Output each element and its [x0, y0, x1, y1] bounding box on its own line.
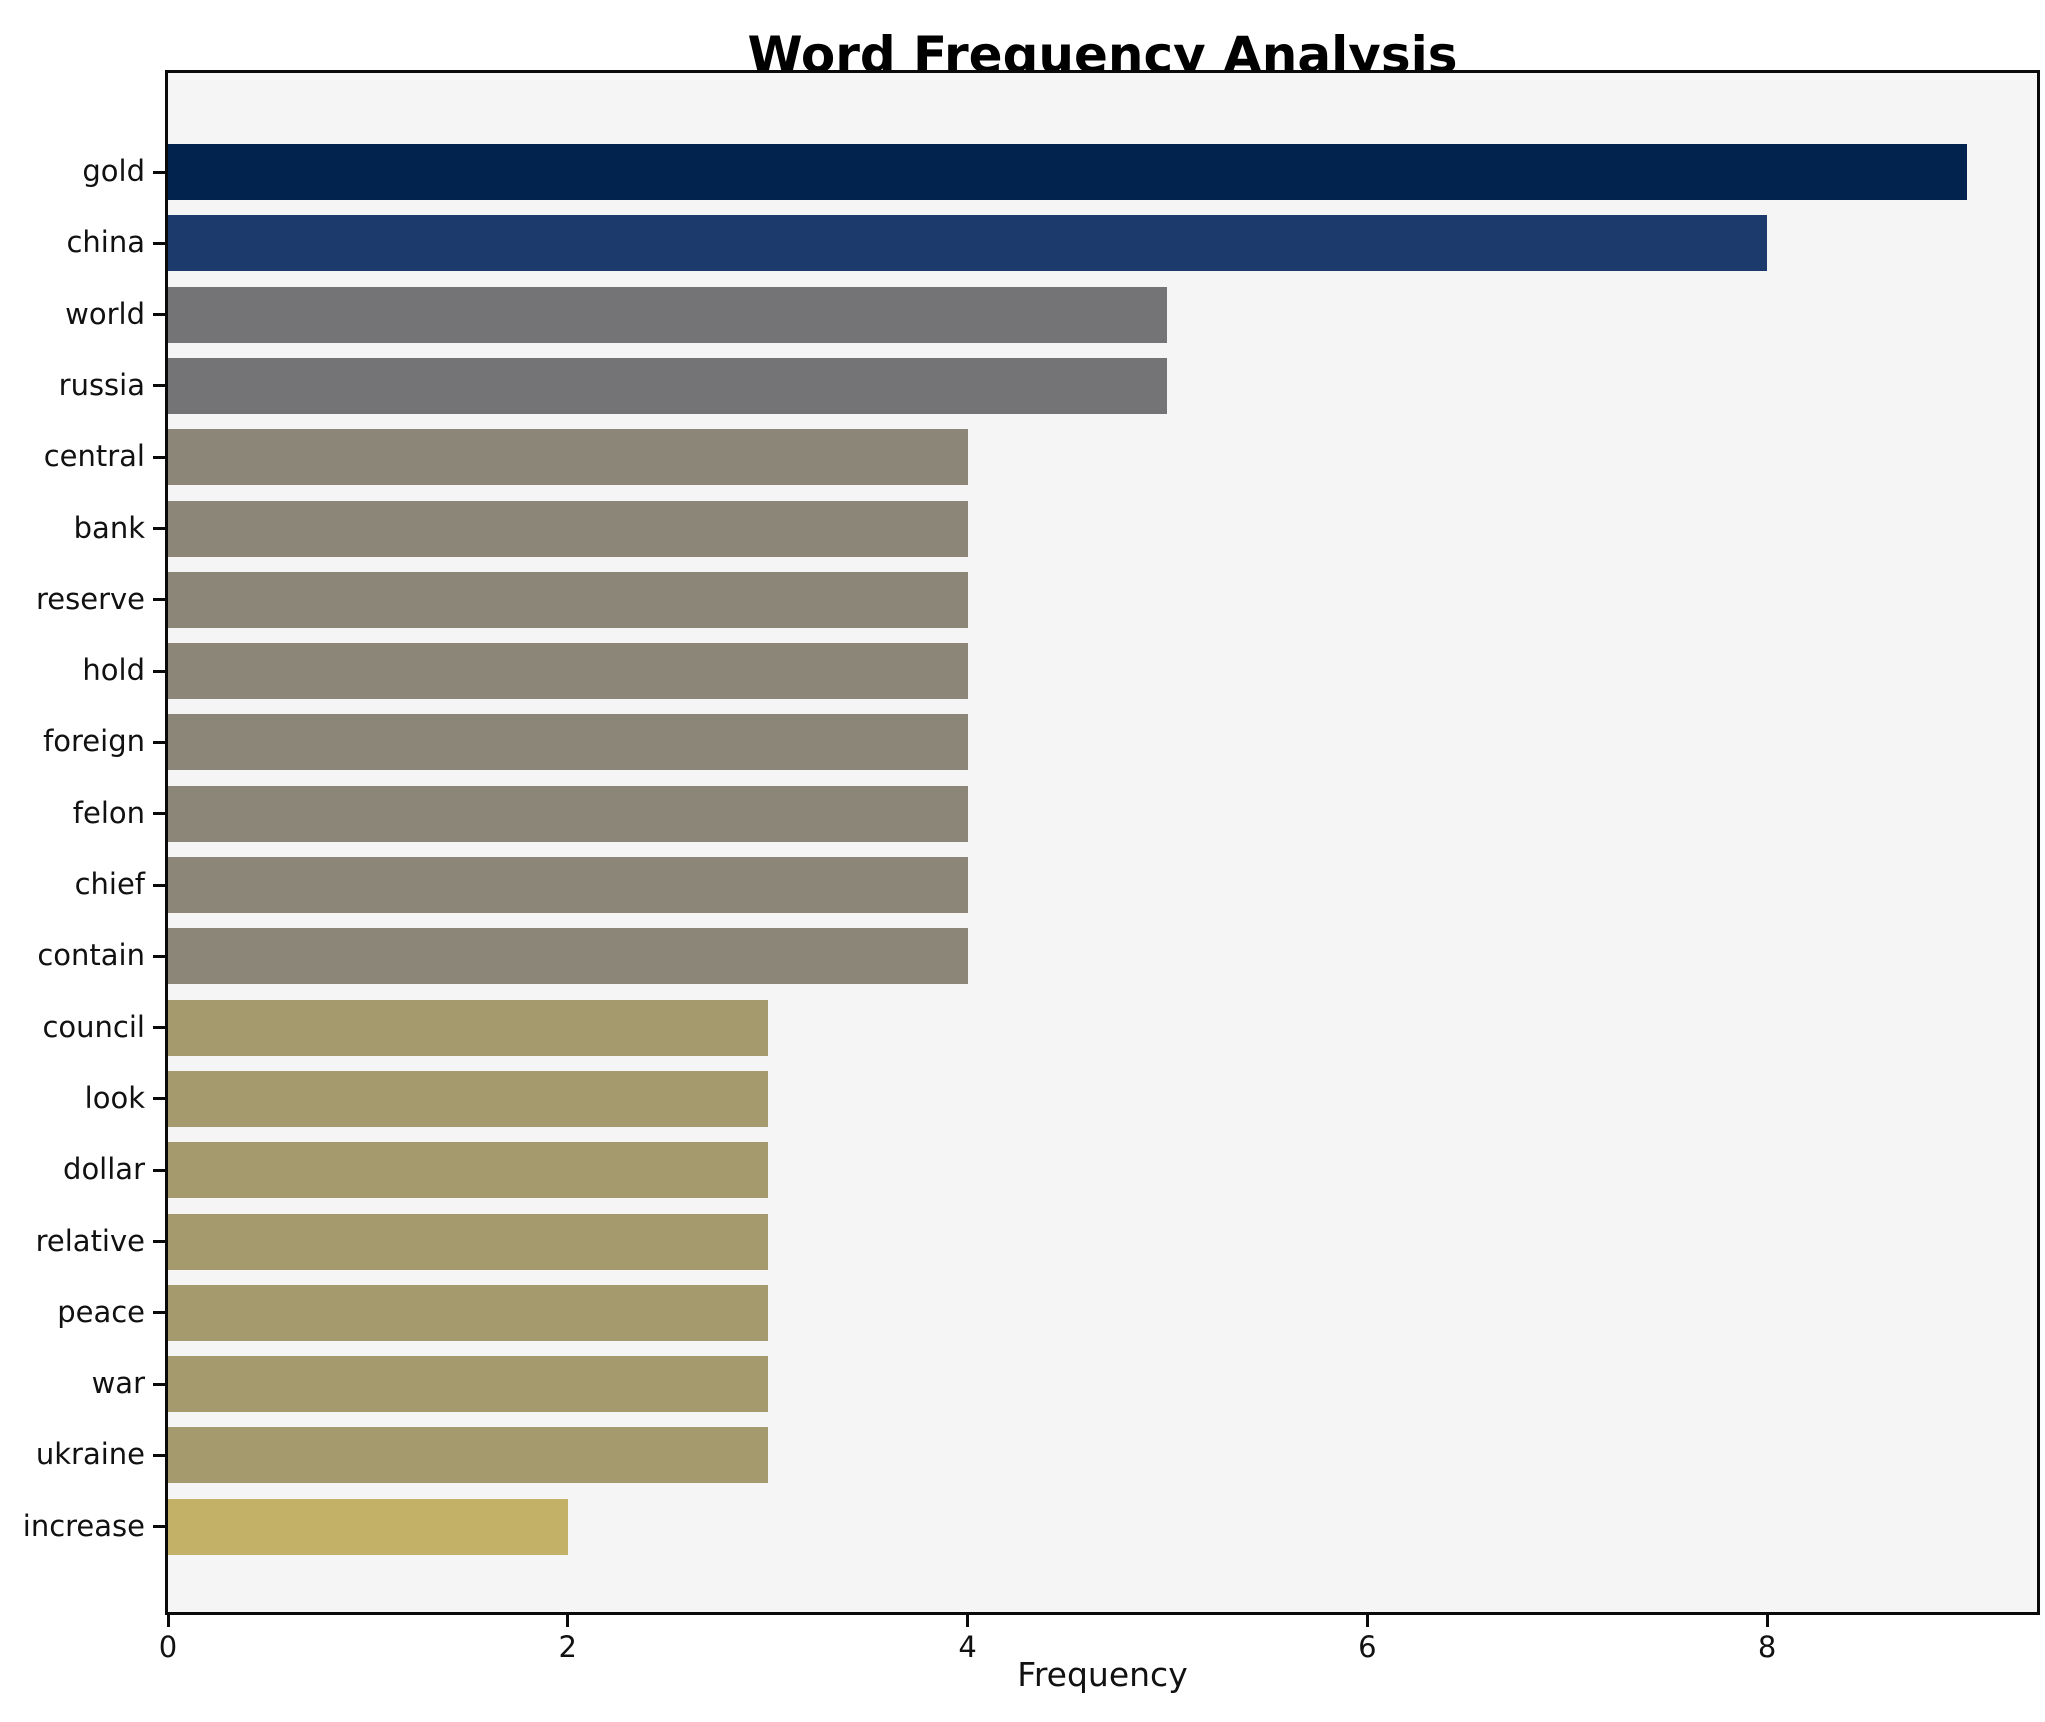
- bar-look: [168, 1070, 768, 1127]
- y-tick-mark: [153, 740, 165, 744]
- bar-gold: [168, 144, 1967, 200]
- y-tick-label-bank: bank: [73, 510, 145, 545]
- y-tick-label-war: war: [91, 1366, 145, 1401]
- y-tick-label-chief: chief: [74, 867, 145, 901]
- y-tick-label-reserve: reserve: [35, 581, 145, 616]
- bar-council: [168, 999, 768, 1056]
- plot-area: [165, 70, 2040, 1615]
- x-tick-label-2: 2: [558, 1630, 577, 1664]
- y-tick-label-look: look: [84, 1080, 145, 1115]
- x-tick-label-0: 0: [158, 1630, 178, 1664]
- y-tick-mark: [153, 455, 165, 459]
- x-tick-mark: [166, 1615, 170, 1627]
- x-tick-label-8: 8: [1757, 1630, 1777, 1664]
- x-tick-label-6: 6: [1358, 1630, 1377, 1664]
- y-tick-mark: [153, 883, 165, 887]
- bar-contain: [168, 928, 968, 985]
- bar-central: [168, 429, 968, 486]
- x-tick-label-4: 4: [958, 1630, 977, 1664]
- y-tick-label-increase: increase: [22, 1508, 145, 1543]
- bar-felon: [168, 785, 968, 842]
- bar-world: [168, 286, 1167, 343]
- y-tick-label-contain: contain: [37, 938, 145, 973]
- y-tick-label-ukraine: ukraine: [35, 1437, 145, 1472]
- bar-reserve: [168, 571, 968, 628]
- x-tick-mark: [1365, 1615, 1369, 1627]
- x-tick-mark: [966, 1615, 970, 1627]
- y-tick-mark: [153, 527, 165, 530]
- x-axis-title: Frequency: [1017, 1655, 1188, 1694]
- y-tick-label-china: china: [66, 225, 145, 260]
- bar-china: [168, 215, 1767, 272]
- y-tick-mark: [153, 812, 165, 816]
- y-tick-mark: [153, 170, 165, 174]
- y-tick-mark: [153, 1026, 165, 1030]
- y-tick-label-central: central: [43, 439, 145, 474]
- y-tick-mark: [153, 384, 165, 388]
- bar-foreign: [168, 714, 968, 771]
- y-tick-mark: [153, 1311, 165, 1315]
- x-tick-mark: [1765, 1615, 1769, 1627]
- y-tick-mark: [153, 1240, 165, 1243]
- y-tick-mark: [153, 1525, 165, 1529]
- bar-dollar: [168, 1142, 768, 1199]
- y-tick-mark: [153, 1168, 165, 1172]
- bar-bank: [168, 500, 968, 557]
- y-tick-mark: [153, 241, 165, 245]
- bar-russia: [168, 357, 1167, 414]
- bar-peace: [168, 1284, 768, 1341]
- y-tick-label-dollar: dollar: [63, 1152, 145, 1187]
- y-tick-label-council: council: [42, 1009, 145, 1044]
- bar-chief: [168, 857, 968, 913]
- bar-relative: [168, 1213, 768, 1270]
- y-tick-label-gold: gold: [82, 154, 145, 188]
- y-tick-label-felon: felon: [72, 795, 145, 830]
- bar-ukraine: [168, 1427, 768, 1484]
- y-tick-label-russia: russia: [58, 367, 145, 402]
- bar-war: [168, 1356, 768, 1413]
- y-tick-mark: [153, 1097, 165, 1101]
- y-tick-mark: [153, 598, 165, 602]
- y-tick-label-hold: hold: [82, 653, 145, 688]
- bar-increase: [168, 1498, 568, 1555]
- y-tick-label-foreign: foreign: [43, 724, 145, 759]
- y-tick-label-peace: peace: [57, 1294, 145, 1329]
- y-tick-mark: [153, 1382, 165, 1386]
- y-tick-label-relative: relative: [35, 1223, 145, 1258]
- y-tick-mark: [153, 954, 165, 958]
- bar-hold: [168, 643, 968, 700]
- y-tick-label-world: world: [65, 296, 145, 331]
- x-tick-mark: [566, 1615, 570, 1627]
- y-tick-mark: [153, 669, 165, 673]
- y-tick-mark: [153, 313, 165, 317]
- y-tick-mark: [153, 1453, 165, 1457]
